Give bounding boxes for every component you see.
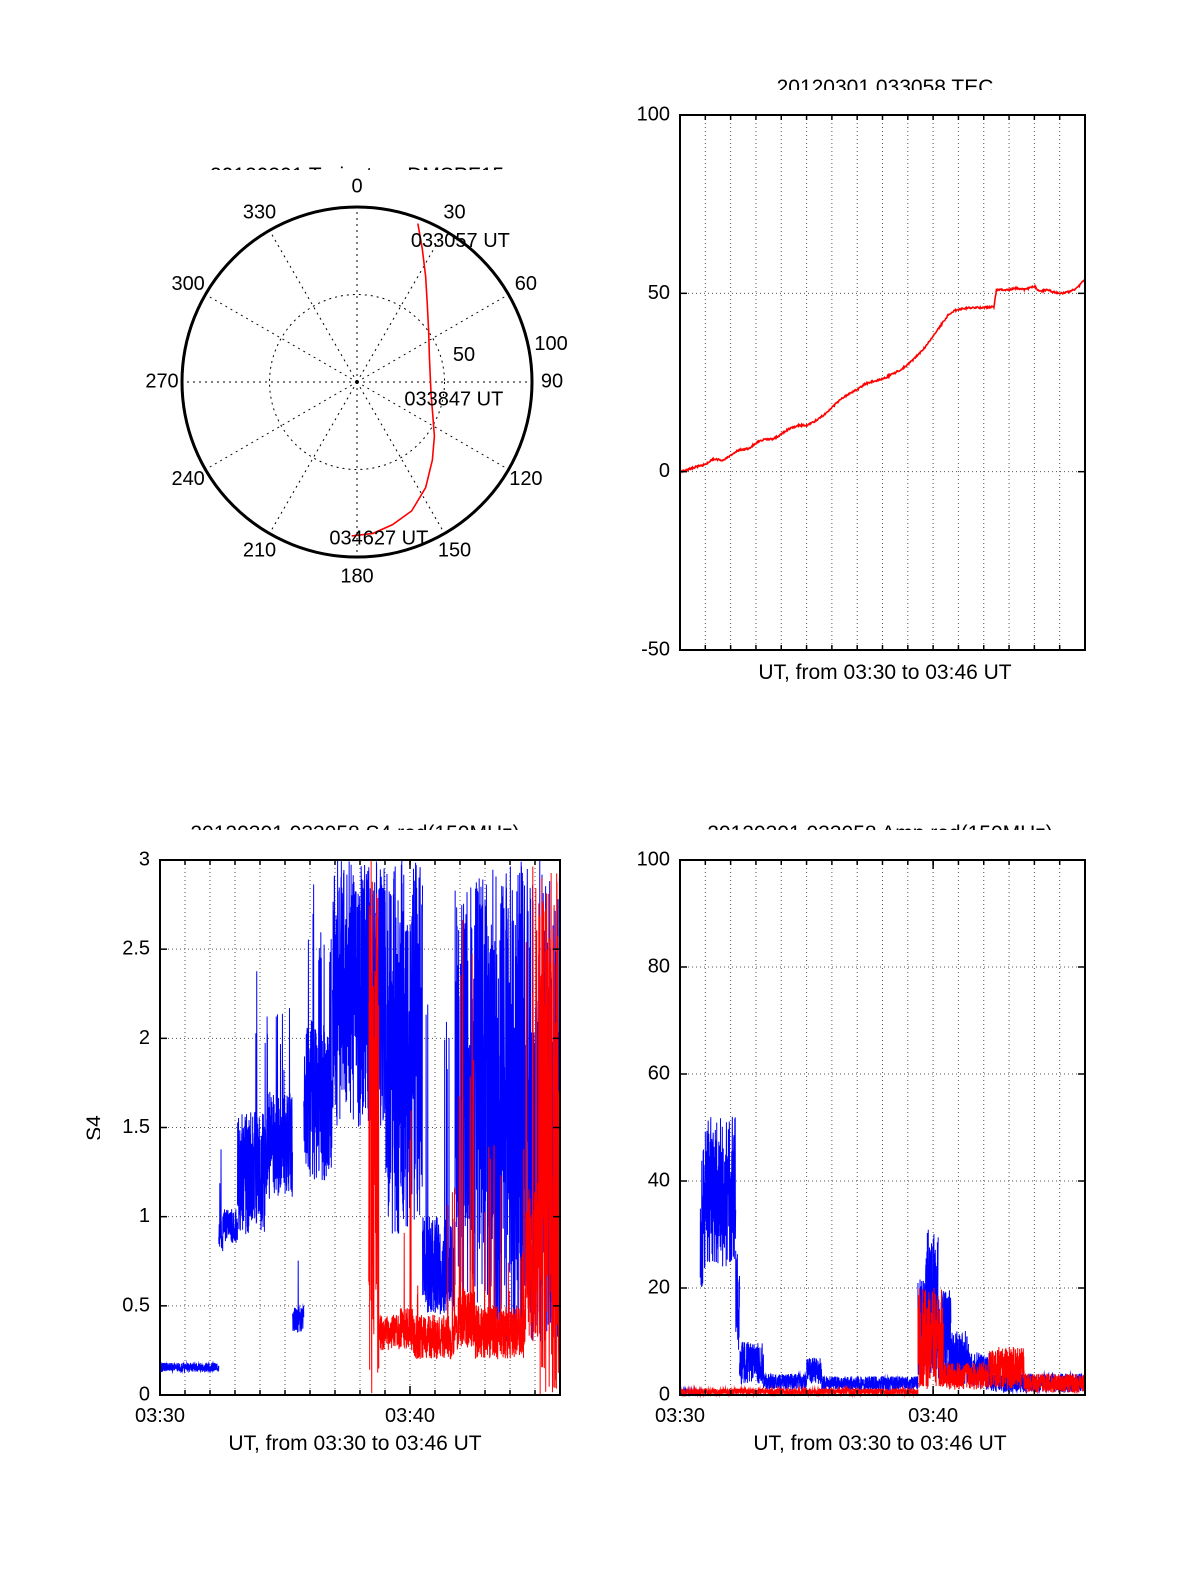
tec-x-axis-label: UT, from 03:30 to 03:46 UT — [758, 661, 1012, 684]
s4-x-axis-label: UT, from 03:30 to 03:46 UT — [228, 1432, 482, 1455]
amp-chart — [600, 830, 1120, 1450]
tec-line-chart — [600, 90, 1120, 690]
s4-scintillation-chart — [100, 830, 620, 1450]
amp-x-axis-label: UT, from 03:30 to 03:46 UT — [753, 1432, 1007, 1455]
trajectory-polar-chart — [97, 170, 617, 650]
